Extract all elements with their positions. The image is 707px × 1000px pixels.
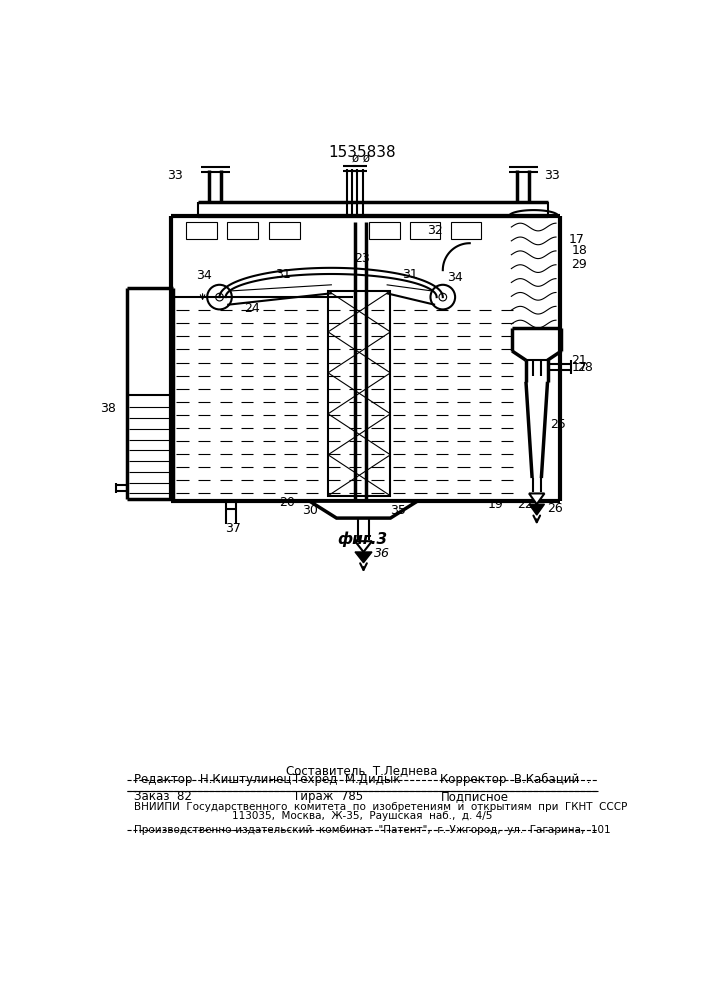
Text: 28: 28 <box>577 361 592 374</box>
Text: Техред  М.Дидык: Техред М.Дидык <box>293 773 400 786</box>
Text: 32: 32 <box>426 224 443 237</box>
Text: Заказ  82: Заказ 82 <box>134 790 192 803</box>
Text: 36: 36 <box>374 547 390 560</box>
Polygon shape <box>529 504 544 515</box>
Text: 31: 31 <box>275 267 291 280</box>
Polygon shape <box>355 552 372 563</box>
Text: 24: 24 <box>244 302 260 315</box>
Text: Редактор  Н.Киштулинец: Редактор Н.Киштулинец <box>134 773 291 786</box>
Text: 18: 18 <box>571 244 588 257</box>
Bar <box>450 222 481 239</box>
Text: Тираж  785: Тираж 785 <box>293 790 363 803</box>
Text: 29: 29 <box>571 258 587 271</box>
Text: Составитель  Т.Леднева: Составитель Т.Леднева <box>286 764 438 777</box>
Bar <box>227 222 258 239</box>
Text: ø ø: ø ø <box>352 152 370 165</box>
Text: Корректор  В.Кабаций  .: Корректор В.Кабаций . <box>440 773 591 786</box>
Text: 31: 31 <box>402 267 418 280</box>
Text: 38: 38 <box>100 402 117 415</box>
Text: 1535838: 1535838 <box>328 145 396 160</box>
Text: 30: 30 <box>302 504 317 517</box>
Text: 25: 25 <box>551 418 566 431</box>
Text: Производственно-издательский  комбинат  "Патент",  г. Ужгород,  ул.  Гагарина,  : Производственно-издательский комбинат "П… <box>134 825 611 835</box>
Text: ВНИИПИ  Государственного  комитета  по  изобретениям  и  открытиям  при  ГКНТ  С: ВНИИПИ Государственного комитета по изоб… <box>134 802 627 812</box>
Text: 35: 35 <box>390 504 407 517</box>
Bar <box>269 222 300 239</box>
Text: 19: 19 <box>488 498 504 512</box>
Text: 17: 17 <box>569 233 585 246</box>
Text: 26: 26 <box>547 502 563 515</box>
Text: 33: 33 <box>167 169 183 182</box>
Bar <box>369 222 399 239</box>
Bar <box>328 291 390 496</box>
Polygon shape <box>310 501 417 518</box>
Polygon shape <box>529 493 544 504</box>
Text: фиг.3: фиг.3 <box>337 531 387 547</box>
Text: 21: 21 <box>571 354 587 367</box>
Text: 23: 23 <box>354 252 370 265</box>
Text: 37: 37 <box>225 522 240 535</box>
Text: 17: 17 <box>571 361 588 374</box>
Text: 34: 34 <box>197 269 212 282</box>
Text: 20: 20 <box>279 496 295 509</box>
Bar <box>409 222 440 239</box>
Text: 33: 33 <box>544 169 560 182</box>
Polygon shape <box>355 541 372 552</box>
Text: 113035,  Москва,  Ж-35,  Раушская  наб.,  д. 4/5: 113035, Москва, Ж-35, Раушская наб., д. … <box>232 811 492 821</box>
Text: Подписное: Подписное <box>440 790 508 803</box>
Text: 34: 34 <box>447 271 462 284</box>
Text: 22: 22 <box>518 498 533 512</box>
Bar <box>187 222 217 239</box>
